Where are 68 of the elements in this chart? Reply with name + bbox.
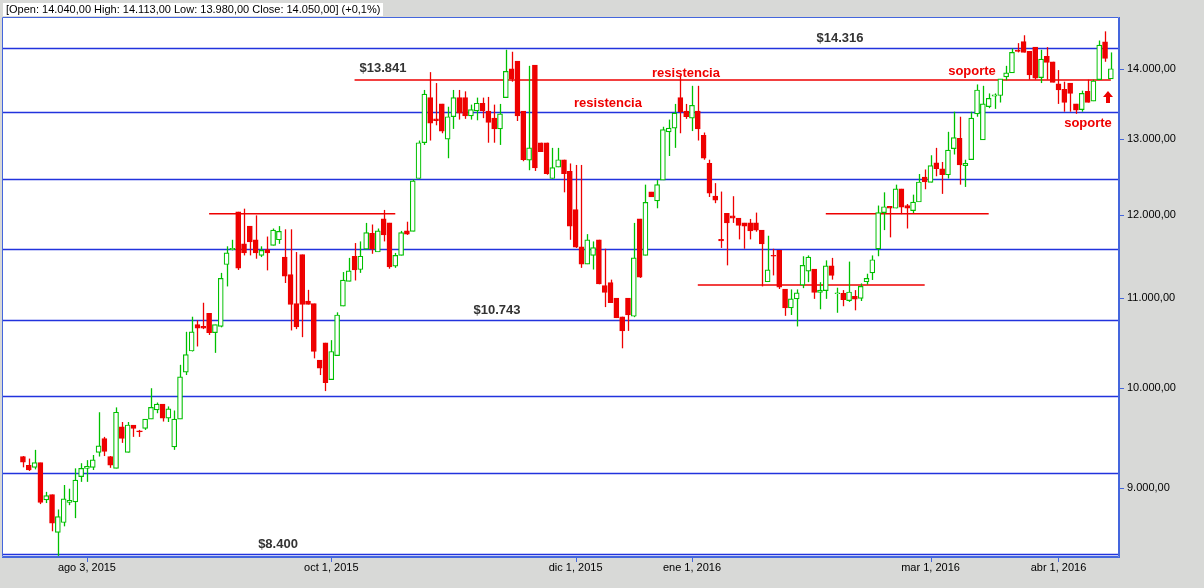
y-tick-label: 9.000,00 (1127, 481, 1170, 494)
candlestick (1078, 90, 1085, 113)
candlestick (834, 287, 841, 314)
candlestick (764, 235, 771, 283)
candlestick (945, 131, 951, 180)
candlestick (782, 288, 788, 317)
candlestick (916, 173, 922, 203)
candlestick (369, 223, 375, 255)
candlestick (689, 85, 695, 132)
chart-title: [Open: 14.040,00 High: 14.113,00 Low: 13.980,00 Close: 14.050,00] (+0,1%) (3, 3, 384, 16)
annotation: resistencia (574, 94, 643, 110)
x-tick-label: oct 1, 2015 (304, 560, 359, 573)
x-tick-label: ago 3, 2015 (57, 560, 116, 573)
annotation: resistencia (652, 64, 721, 80)
ref-line-label: $10.743 (473, 301, 521, 317)
candlestick (473, 96, 480, 121)
candlestick (910, 194, 916, 214)
annotation: soporte (948, 62, 996, 78)
x-tick-label: dic 1, 2015 (548, 560, 603, 573)
ref-line-label: $14.316 (816, 29, 864, 45)
candlestick (654, 179, 660, 209)
y-tick-label: 11.000,00 (1127, 290, 1176, 303)
x-tick-label: mar 1, 2016 (901, 560, 960, 573)
annotation: $13.841 (359, 59, 407, 75)
candlestick (526, 65, 532, 171)
candlestick (694, 85, 701, 142)
candlestick (921, 168, 928, 190)
candlestick (293, 251, 300, 330)
candlestick (223, 245, 230, 288)
candlestick (788, 288, 794, 316)
candlestick (753, 211, 759, 233)
candlestick (822, 259, 829, 300)
candlestick (479, 96, 486, 119)
candlestick (450, 89, 457, 130)
candlestick (101, 436, 108, 457)
x-tick-label: abr 1, 2016 (1030, 560, 1087, 573)
candlestick (497, 103, 503, 146)
candlestick (264, 235, 271, 272)
candlestick (357, 240, 364, 274)
candlestick (962, 159, 969, 188)
candlestick (549, 147, 556, 180)
candlestick (700, 131, 707, 161)
y-tick-label: 12.000,00 (1127, 208, 1176, 221)
candlestick (351, 242, 358, 282)
candlestick (950, 111, 957, 156)
candlestick (456, 89, 463, 121)
candlestick (398, 230, 404, 257)
candlestick (852, 289, 858, 311)
y-tick-label: 10.000,00 (1127, 381, 1176, 394)
candlestick (444, 106, 451, 159)
x-tick-label: ene 1, 2016 (662, 560, 722, 573)
candlestick (95, 411, 102, 458)
candlestick (1009, 47, 1015, 74)
ref-line-label: $8.400 (258, 535, 298, 551)
candlestick (1102, 30, 1108, 63)
y-tick-label: 13.000,00 (1127, 132, 1176, 145)
y-tick-label: 14.000,00 (1127, 62, 1176, 75)
annotation: soporte (1064, 114, 1112, 130)
candlestick (974, 83, 980, 118)
candlestick (119, 421, 125, 444)
candlestick (625, 297, 631, 332)
candlestick (828, 257, 835, 281)
candlestick (881, 191, 887, 231)
candlestick (78, 462, 84, 483)
candlestick (1038, 49, 1044, 84)
candlestick (363, 222, 370, 250)
candlestick (718, 190, 724, 249)
candlestick (846, 260, 852, 303)
